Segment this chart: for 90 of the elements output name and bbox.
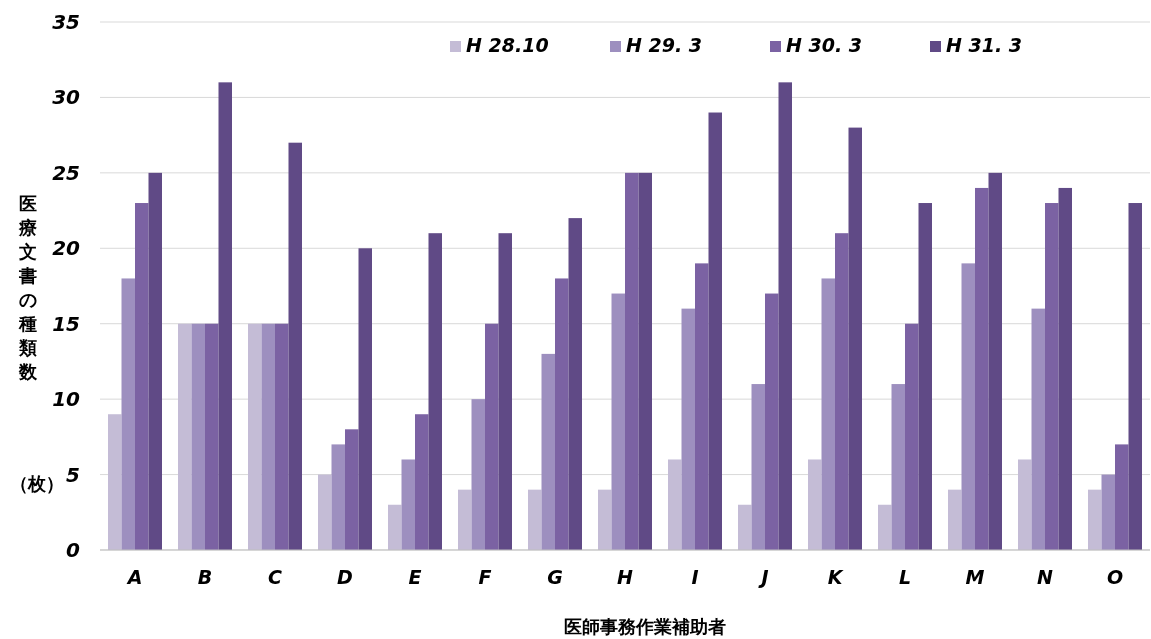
bar [415, 414, 429, 550]
bar [878, 504, 892, 550]
bar [808, 459, 822, 550]
x-tick-label: J [757, 566, 769, 588]
bar [401, 459, 415, 550]
bar [961, 263, 975, 550]
bar [905, 323, 919, 550]
bar [611, 293, 625, 550]
bar [191, 323, 205, 550]
bar [205, 323, 219, 550]
bar [568, 218, 582, 550]
bar [1115, 444, 1129, 550]
bar [891, 384, 905, 550]
x-tick-label: M [965, 566, 985, 588]
x-tick-label: I [691, 566, 699, 588]
bar [485, 323, 499, 550]
y-tick-label: 20 [52, 236, 81, 261]
bar [498, 233, 512, 550]
x-tick-label: D [337, 566, 353, 588]
bar [988, 172, 1002, 550]
bar [598, 489, 612, 550]
bar [135, 203, 149, 550]
bar [1058, 187, 1072, 550]
bar [751, 384, 765, 550]
bar [708, 112, 722, 550]
legend-label: H 31. 3 [946, 34, 1023, 56]
x-tick-label: G [547, 566, 563, 588]
bar [821, 278, 835, 550]
bar [948, 489, 962, 550]
x-tick-label: O [1106, 566, 1124, 588]
bar [1045, 203, 1059, 550]
bar [148, 172, 162, 550]
bar [555, 278, 569, 550]
y-axis-title: 医療文書の種類数 [18, 193, 38, 382]
bar [848, 127, 862, 550]
bar [1031, 308, 1045, 550]
bar [458, 489, 472, 550]
bar [918, 203, 932, 550]
bar [625, 172, 639, 550]
bar [1101, 474, 1115, 550]
bar [318, 474, 332, 550]
bar [121, 278, 135, 550]
bar [428, 233, 442, 550]
bar [778, 82, 792, 550]
legend-label: H 28.10 [466, 34, 549, 56]
bar [388, 504, 402, 550]
y-tick-label: 25 [52, 160, 80, 185]
bar [835, 233, 849, 550]
x-tick-label: B [197, 566, 213, 588]
x-tick-label: H [617, 566, 634, 588]
bar [1128, 203, 1142, 550]
bar [108, 414, 122, 550]
bar [681, 308, 695, 550]
bar [331, 444, 345, 550]
bar [261, 323, 275, 550]
y-tick-label: 15 [52, 311, 80, 336]
bar [248, 323, 262, 550]
legend-label: H 30. 3 [786, 34, 863, 56]
text: （枚） [10, 473, 64, 494]
bar [765, 293, 779, 550]
y-tick-label: 0 [66, 538, 81, 562]
x-tick-label: A [125, 566, 143, 588]
legend-label: H 29. 3 [626, 34, 703, 56]
y-tick-label: 10 [52, 387, 81, 412]
x-tick-label: L [898, 566, 912, 588]
x-tick-label: C [268, 566, 283, 588]
y-tick-label: 35 [52, 10, 80, 34]
bar [178, 323, 192, 550]
x-tick-label: N [1037, 566, 1054, 588]
x-axis-title: 医師事務作業補助者 [564, 616, 726, 637]
x-tick-label: K [827, 566, 844, 588]
bar [975, 187, 989, 550]
bar [1018, 459, 1032, 550]
y-tick-label: 5 [66, 462, 80, 487]
bar [695, 263, 709, 550]
bar [218, 82, 232, 550]
x-tick-label: E [408, 566, 422, 588]
bar [345, 429, 359, 550]
bar [638, 172, 652, 550]
bar [471, 399, 485, 550]
bar [668, 459, 682, 550]
bar [288, 142, 302, 550]
bar [1088, 489, 1102, 550]
y-tick-label: 30 [52, 85, 81, 110]
bar [528, 489, 542, 550]
bar [275, 323, 289, 550]
x-tick-label: F [478, 566, 492, 588]
bar [738, 504, 752, 550]
bar [541, 353, 555, 550]
bar [358, 248, 372, 550]
